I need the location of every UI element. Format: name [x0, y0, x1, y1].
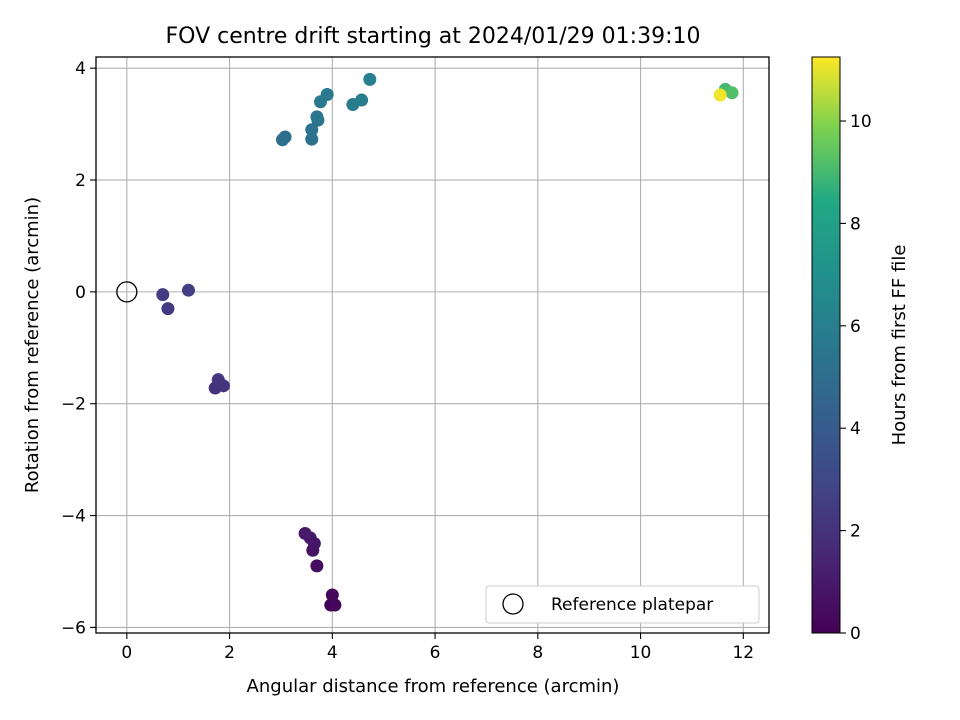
reference-point — [116, 281, 138, 303]
data-point — [310, 110, 324, 124]
colorbar-label: Hours from first FF file — [889, 245, 910, 446]
chart-title: FOV centre drift starting at 2024/01/29 … — [166, 24, 701, 49]
colorbar-ticks: 0 2 4 6 8 10 — [840, 112, 872, 644]
x-tick-label: 8 — [532, 643, 543, 663]
legend-label: Reference platepar — [551, 595, 713, 615]
x-tick-label: 10 — [630, 643, 652, 663]
data-point — [211, 373, 225, 387]
colorbar-tick-label: 0 — [850, 624, 861, 644]
data-point — [713, 88, 727, 102]
x-axis-ticks: 0 2 4 6 8 10 12 — [121, 633, 754, 663]
colorbar-tick-label: 2 — [850, 522, 861, 542]
reference-marker — [116, 281, 138, 303]
y-axis-ticks: −6 −4 −2 0 2 4 — [61, 59, 96, 638]
data-point — [161, 302, 175, 316]
colorbar-tick-label: 8 — [850, 214, 861, 234]
data-point — [325, 588, 339, 602]
data-points — [156, 72, 739, 612]
plot-frame — [95, 56, 770, 634]
data-point — [181, 283, 195, 297]
data-point — [156, 288, 170, 302]
data-point — [310, 559, 324, 573]
legend-reference-marker — [502, 593, 524, 615]
colorbar: 0 2 4 6 8 10 Hours from first FF file — [811, 56, 910, 644]
colorbar-tick-label: 10 — [850, 112, 872, 132]
x-tick-label: 12 — [732, 643, 754, 663]
data-point — [305, 132, 319, 146]
data-point — [278, 130, 292, 144]
data-point — [363, 72, 377, 86]
data-point — [298, 526, 312, 540]
y-tick-label: 0 — [75, 283, 86, 303]
x-tick-label: 0 — [121, 643, 132, 663]
data-point — [320, 87, 334, 101]
y-tick-label: −4 — [61, 507, 86, 527]
colorbar-tick-label: 4 — [850, 419, 861, 439]
y-tick-label: −2 — [61, 395, 86, 415]
data-point — [355, 93, 369, 107]
x-tick-label: 6 — [430, 643, 441, 663]
y-tick-label: 2 — [75, 171, 86, 191]
colorbar-gradient — [811, 56, 841, 634]
legend-box — [485, 585, 760, 624]
data-point — [305, 123, 319, 137]
y-tick-label: 4 — [75, 59, 86, 79]
x-tick-label: 2 — [224, 643, 235, 663]
legend: Reference platepar — [485, 585, 760, 624]
data-point — [328, 598, 342, 612]
y-axis-label: Rotation from reference (arcmin) — [22, 197, 43, 493]
y-tick-label: −6 — [61, 618, 86, 638]
colorbar-tick-label: 6 — [850, 317, 861, 337]
grid — [96, 57, 769, 633]
x-axis-label: Angular distance from reference (arcmin) — [247, 676, 620, 697]
data-point — [725, 86, 739, 100]
x-tick-label: 4 — [327, 643, 338, 663]
